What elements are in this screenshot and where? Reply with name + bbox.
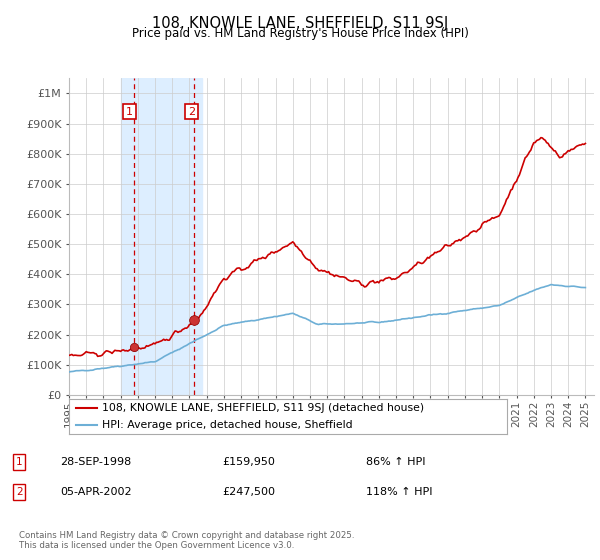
Text: 108, KNOWLE LANE, SHEFFIELD, S11 9SJ (detached house): 108, KNOWLE LANE, SHEFFIELD, S11 9SJ (de… [102,403,424,413]
Text: HPI: Average price, detached house, Sheffield: HPI: Average price, detached house, Shef… [102,420,352,430]
Text: 118% ↑ HPI: 118% ↑ HPI [366,487,433,497]
Text: 1: 1 [16,457,23,467]
Text: £247,500: £247,500 [222,487,275,497]
Text: 1: 1 [126,106,133,116]
Text: 2: 2 [16,487,23,497]
Text: 2: 2 [188,106,195,116]
Text: Contains HM Land Registry data © Crown copyright and database right 2025.
This d: Contains HM Land Registry data © Crown c… [19,531,355,550]
Text: Price paid vs. HM Land Registry's House Price Index (HPI): Price paid vs. HM Land Registry's House … [131,27,469,40]
Bar [121,78,202,395]
Text: 86% ↑ HPI: 86% ↑ HPI [366,457,425,467]
Text: 28-SEP-1998: 28-SEP-1998 [60,457,131,467]
Text: 108, KNOWLE LANE, SHEFFIELD, S11 9SJ: 108, KNOWLE LANE, SHEFFIELD, S11 9SJ [152,16,448,31]
Text: £159,950: £159,950 [222,457,275,467]
Text: 05-APR-2002: 05-APR-2002 [60,487,131,497]
